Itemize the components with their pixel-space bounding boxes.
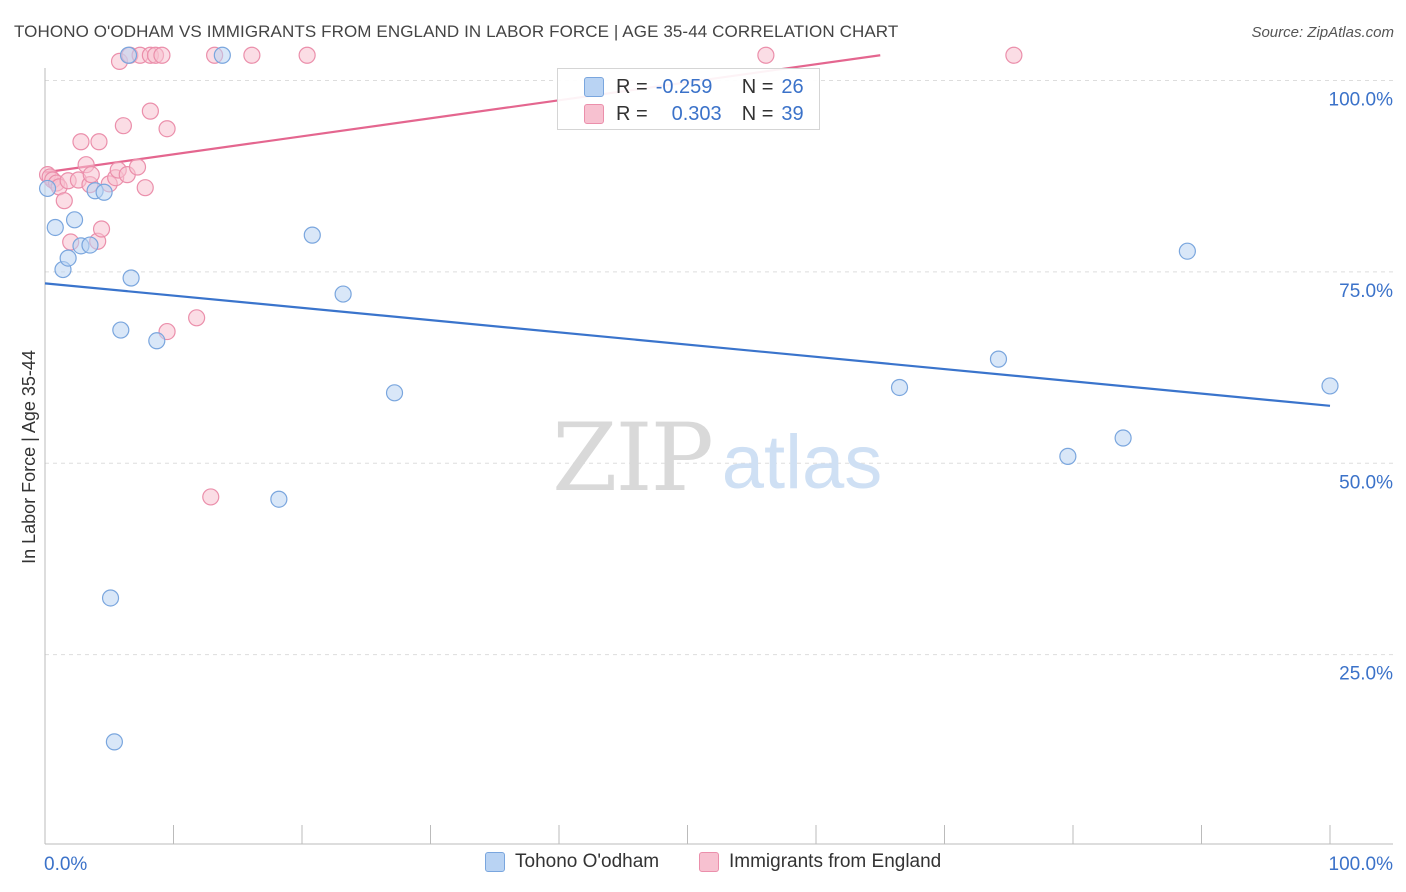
tohono-point: [59, 249, 77, 267]
england-point: [136, 179, 154, 197]
axes: [44, 68, 1393, 845]
r-value: 0.303: [671, 102, 722, 125]
legend-item-tohono[interactable]: Tohono O'odham: [485, 851, 659, 873]
watermark-zip: ZIP: [552, 404, 712, 513]
n-value: 26: [781, 75, 804, 98]
tohono-point: [122, 269, 140, 287]
england-point: [141, 102, 159, 120]
england-point: [82, 166, 100, 184]
tohono-point: [38, 179, 57, 198]
y-tick-label: 25.0%: [1339, 664, 1393, 685]
england-point: [202, 488, 220, 506]
tohono-point: [95, 183, 113, 201]
tohono-point: [1321, 377, 1339, 395]
tohono-point: [890, 378, 909, 397]
tohono-point: [385, 384, 404, 402]
england-point: [92, 220, 111, 238]
tohono-point: [112, 321, 130, 339]
england-point: [128, 158, 147, 176]
tohono-point: [65, 211, 84, 229]
tohono-point: [989, 350, 1008, 368]
chart-title: TOHONO O'ODHAM VS IMMIGRANTS FROM ENGLAN…: [14, 22, 899, 41]
england-point: [757, 46, 775, 64]
tohono-point: [81, 236, 99, 254]
england-point: [90, 133, 108, 151]
n-label: N =: [741, 75, 774, 98]
tohono-point: [46, 218, 64, 237]
england-point: [298, 46, 316, 64]
legend-label-tohono: Tohono O'odham: [515, 851, 660, 872]
england-point: [114, 117, 132, 135]
tohono-point: [148, 332, 166, 350]
y-tick-label: 75.0%: [1339, 281, 1393, 302]
tohono-point: [119, 46, 138, 64]
y-tick-labels: 25.0% 50.0% 75.0% 100.0%: [1329, 90, 1394, 685]
england-point: [153, 46, 171, 64]
x-tick-labels: 0.0% 100.0%: [44, 854, 1393, 875]
tohono-point: [1114, 429, 1132, 447]
tohono-point: [1178, 242, 1196, 260]
n-label: N =: [741, 102, 774, 125]
watermark-atlas: atlas: [722, 420, 883, 505]
series-legend: Tohono O'odham Immigrants from England: [0, 851, 1406, 879]
r-label: R =: [616, 102, 648, 125]
england-point: [243, 46, 261, 64]
england-point: [158, 120, 176, 138]
legend-swatch-blue: [584, 77, 604, 97]
legend-label-england: Immigrants from England: [729, 851, 942, 872]
tohono-point: [101, 589, 120, 607]
y-tick-label: 100.0%: [1329, 90, 1394, 111]
legend-item-england[interactable]: Immigrants from England: [699, 851, 941, 873]
tohono-point: [1059, 447, 1077, 465]
tohono-point: [105, 733, 123, 751]
legend-row-tohono: R = -0.259 N = 26: [584, 74, 804, 100]
r-label: R =: [616, 75, 648, 98]
england-point: [1005, 46, 1023, 64]
england-point: [55, 192, 73, 210]
tohono-point: [270, 490, 288, 508]
england-point: [72, 133, 90, 151]
tohono-point: [303, 226, 321, 244]
correlation-legend: R = -0.259 N = 26 R = 0.303 N = 39: [557, 68, 820, 130]
x-tick-label-min: 0.0%: [44, 854, 87, 875]
n-value: 39: [781, 102, 804, 125]
tohono-trend-line: [44, 282, 1331, 407]
data-points: [38, 46, 1339, 751]
y-tick-label: 50.0%: [1339, 472, 1393, 493]
x-tick-label-max: 100.0%: [1329, 854, 1394, 875]
england-point: [188, 309, 206, 327]
y-axis-label: In Labor Force | Age 35-44: [19, 350, 39, 564]
watermark: ZIP atlas: [552, 404, 882, 513]
legend-row-england: R = 0.303 N = 39: [584, 101, 804, 127]
source-label[interactable]: Source: ZipAtlas.com: [1251, 24, 1394, 41]
legend-swatch-blue: [485, 852, 505, 872]
legend-swatch-pink: [699, 852, 719, 872]
tohono-point: [334, 285, 352, 303]
grid-lines: [45, 80, 1393, 656]
legend-swatch-pink: [584, 104, 604, 124]
tohono-point: [213, 46, 231, 64]
r-value: -0.259: [655, 75, 713, 98]
